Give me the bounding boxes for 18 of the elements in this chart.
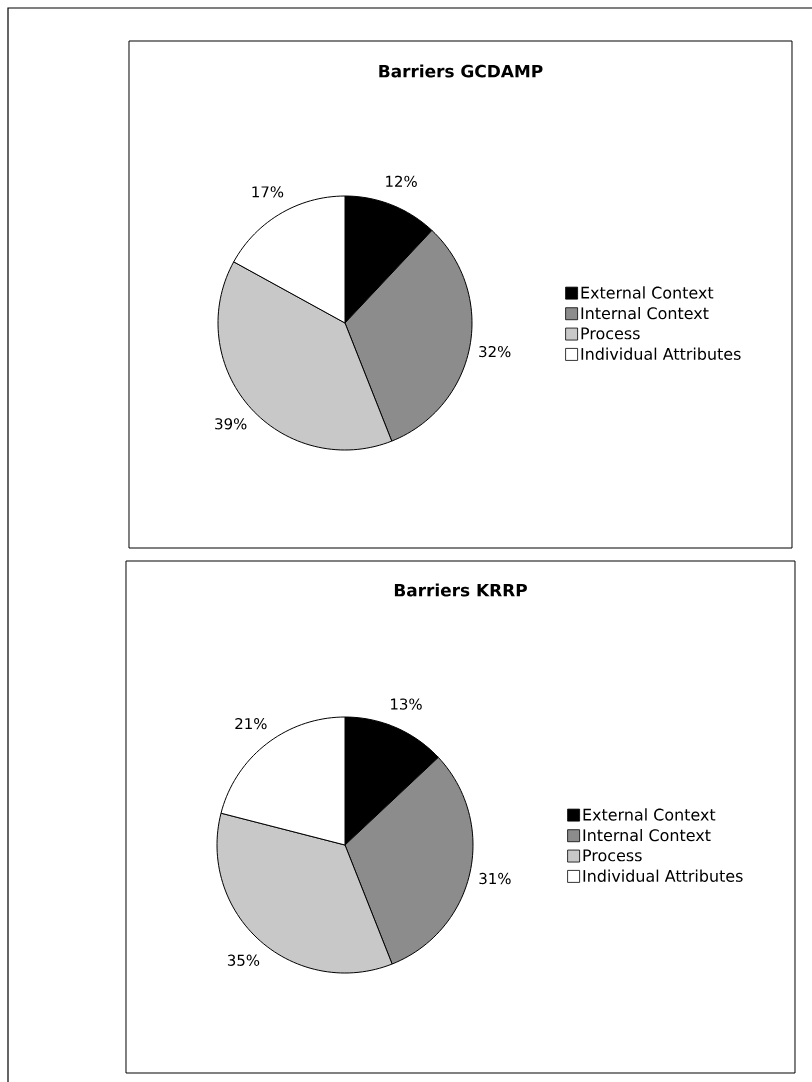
data-label: 32% <box>479 345 511 358</box>
legend-label: Internal Context <box>581 306 709 320</box>
data-label: 17% <box>252 186 284 198</box>
data-label: 31% <box>479 872 511 885</box>
legend-label: External Context <box>583 808 716 821</box>
legend-label: Process <box>581 327 640 340</box>
chart-title: Barriers KRRP <box>394 583 527 597</box>
legend-label: External Context <box>581 286 714 299</box>
data-label: 12% <box>386 175 417 187</box>
legend-label: Internal Context <box>583 828 711 842</box>
data-label: 21% <box>235 717 267 730</box>
data-label: 35% <box>227 954 260 966</box>
legend-label: Individual Attributes <box>583 869 743 882</box>
legend-label: Individual Attributes <box>581 347 741 360</box>
data-label: 13% <box>391 698 422 710</box>
legend-label: Process <box>583 849 642 862</box>
data-label: 39% <box>215 418 247 430</box>
chart-title: Barriers GCDAMP <box>379 64 543 78</box>
